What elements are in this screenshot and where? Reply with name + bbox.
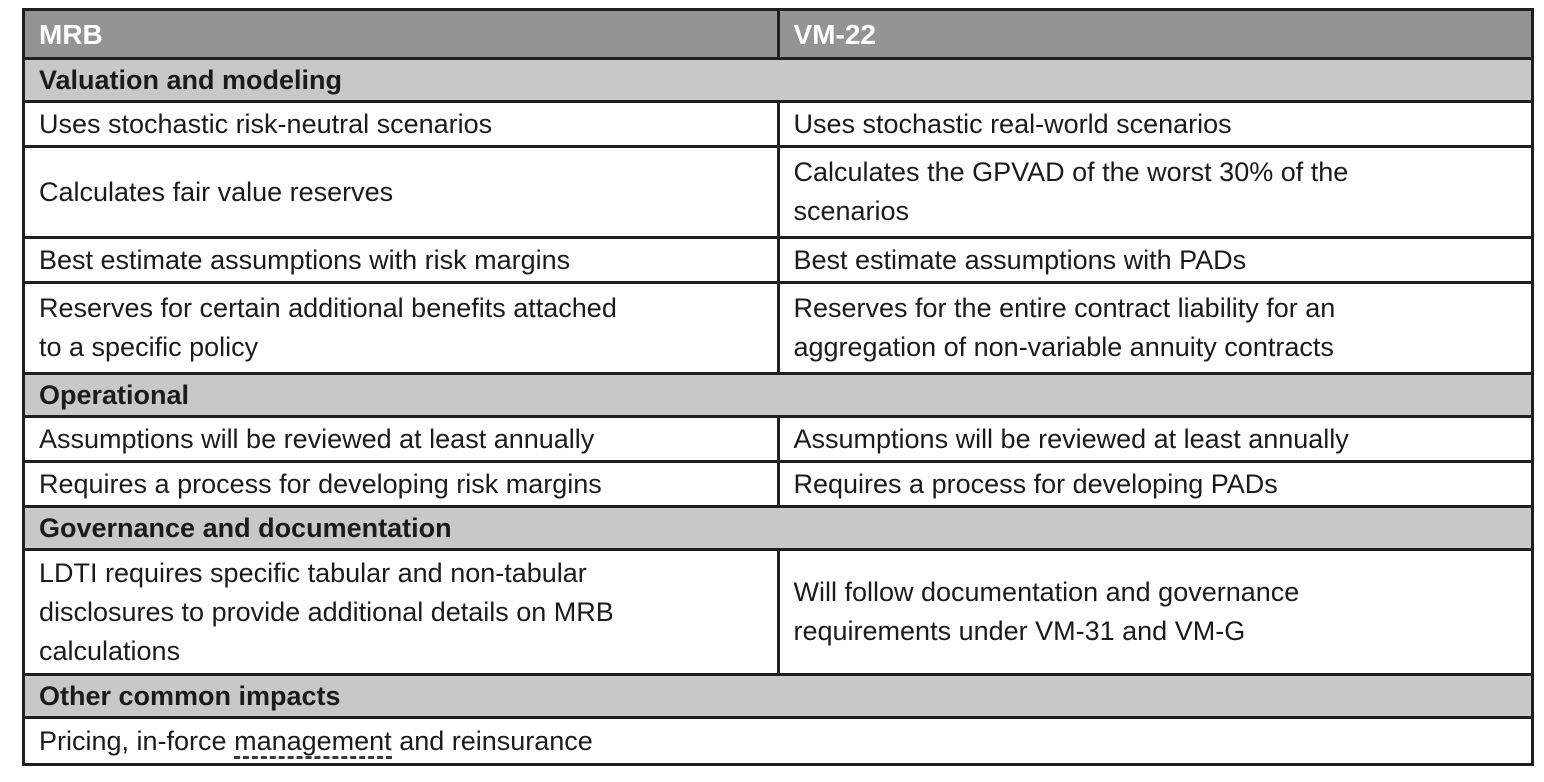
cell-text: Requires a process for developing risk m… <box>39 468 602 499</box>
full-width-cell: Pricing, in-force management and reinsur… <box>25 719 1531 763</box>
table-row-reserve-calculation: Calculates fair value reserves Calculate… <box>25 148 1531 239</box>
cell-text: Assumptions will be reviewed at least an… <box>39 423 595 454</box>
table-header-row: MRB VM-22 <box>25 11 1531 60</box>
cell-text: Will follow documentation and governance… <box>793 577 1300 646</box>
cell-text: Reserves for certain additional benefits… <box>39 293 617 362</box>
section-label: Other common impacts <box>39 680 341 711</box>
vm22-cell-assumptions: Best estimate assumptions with PADs <box>776 239 1532 281</box>
mrb-cell-reserve-calculation: Calculates fair value reserves <box>25 148 777 236</box>
cell-text: Calculates the GPVAD of the worst 30% of… <box>793 157 1349 226</box>
section-label: Governance and documentation <box>39 512 452 543</box>
section-row-governance-and-documentation: Governance and documentation <box>25 508 1531 551</box>
cell-text: Uses stochastic real-world scenarios <box>793 108 1232 139</box>
mrb-cell-scenarios: Uses stochastic risk-neutral scenarios <box>25 103 777 145</box>
cell-text: Pricing, in-force management and reinsur… <box>39 722 593 761</box>
section-label-cell: Valuation and modeling <box>25 60 1531 100</box>
table-row-assumptions: Best estimate assumptions with risk marg… <box>25 239 1531 284</box>
mrb-cell-reserve-scope: Reserves for certain additional benefits… <box>25 284 777 372</box>
section-label-cell: Operational <box>25 375 1531 415</box>
cell-text: Assumptions will be reviewed at least an… <box>793 423 1349 454</box>
cell-text: Best estimate assumptions with PADs <box>793 244 1247 275</box>
cell-text: Best estimate assumptions with risk marg… <box>39 244 571 275</box>
section-row-valuation-and-modeling: Valuation and modeling <box>25 60 1531 103</box>
mrb-cell-development-process: Requires a process for developing risk m… <box>25 463 777 505</box>
vm22-cell-development-process: Requires a process for developing PADs <box>776 463 1532 505</box>
column-header-vm22: VM-22 <box>776 11 1532 57</box>
cell-text: Requires a process for developing PADs <box>793 468 1278 499</box>
column-header-vm22-label: VM-22 <box>793 18 876 50</box>
vm22-cell-reserve-calculation: Calculates the GPVAD of the worst 30% of… <box>776 148 1532 236</box>
column-header-mrb: MRB <box>25 11 777 57</box>
vm22-cell-assumption-review: Assumptions will be reviewed at least an… <box>776 418 1532 460</box>
cell-text: Calculates fair value reserves <box>39 176 394 207</box>
section-label-cell: Governance and documentation <box>25 508 1531 548</box>
mrb-cell-disclosures: LDTI requires specific tabular and non-t… <box>25 551 777 673</box>
cell-text: Uses stochastic risk-neutral scenarios <box>39 108 493 139</box>
section-label: Operational <box>39 379 190 410</box>
column-header-mrb-label: MRB <box>39 18 103 50</box>
cell-text-pre: Pricing, in-force <box>39 725 235 756</box>
table-row-assumption-review: Assumptions will be reviewed at least an… <box>25 418 1531 463</box>
section-label: Valuation and modeling <box>39 64 343 95</box>
section-row-other-common-impacts: Other common impacts <box>25 676 1531 719</box>
vm22-cell-disclosures: Will follow documentation and governance… <box>776 551 1532 673</box>
table-row-reserve-scope: Reserves for certain additional benefits… <box>25 284 1531 375</box>
table-row-pricing-inforce-reinsurance: Pricing, in-force management and reinsur… <box>25 719 1531 763</box>
cell-text-underlined: management <box>234 725 392 759</box>
vm22-cell-scenarios: Uses stochastic real-world scenarios <box>776 103 1532 145</box>
section-label-cell: Other common impacts <box>25 676 1531 716</box>
mrb-cell-assumption-review: Assumptions will be reviewed at least an… <box>25 418 777 460</box>
table-row-disclosures: LDTI requires specific tabular and non-t… <box>25 551 1531 676</box>
mrb-vm22-comparison-table: MRB VM-22 Valuation and modeling Uses st… <box>22 8 1534 766</box>
table-row-development-process: Requires a process for developing risk m… <box>25 463 1531 508</box>
cell-text-post: and reinsurance <box>391 725 593 756</box>
vm22-cell-reserve-scope: Reserves for the entire contract liabili… <box>776 284 1532 372</box>
table-row-scenarios: Uses stochastic risk-neutral scenarios U… <box>25 103 1531 148</box>
cell-text: LDTI requires specific tabular and non-t… <box>39 557 614 666</box>
mrb-cell-assumptions: Best estimate assumptions with risk marg… <box>25 239 777 281</box>
cell-text: Reserves for the entire contract liabili… <box>793 293 1336 362</box>
section-row-operational: Operational <box>25 375 1531 418</box>
